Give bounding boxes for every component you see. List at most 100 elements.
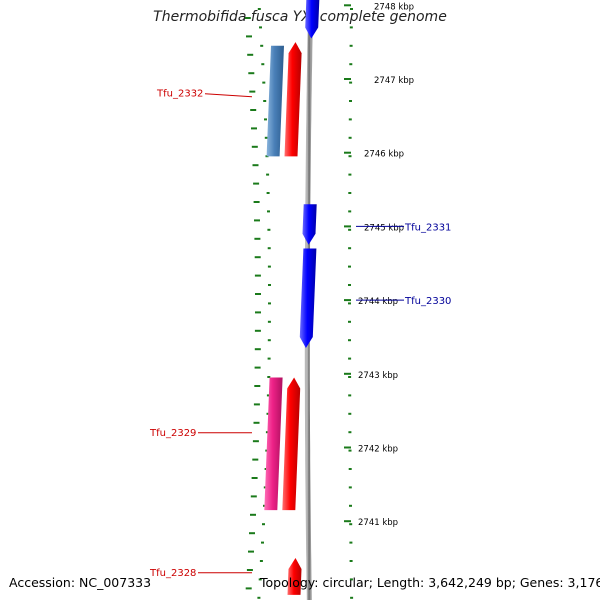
inner-minor-tick [250,495,257,498]
inner-minor-tick [244,17,251,19]
outer-tick [349,26,353,29]
outer-tick [349,63,353,66]
inner-minor-tick [246,35,252,38]
inner-minor-tick [247,53,254,56]
ruler-tick [344,4,351,7]
feature-Tfu_2331[interactable] [302,204,317,245]
outer-tick [348,173,352,176]
inner-tick [262,523,265,526]
inner-minor-tick [246,569,253,571]
ruler-label: 2744 kbp [358,297,398,307]
inner-tick [267,320,271,323]
label-Tfu_2332: Tfu_2332 [156,89,203,100]
inner-tick [260,44,264,47]
leader-line [204,93,253,98]
feature-Tfu_2329[interactable] [282,377,301,511]
ruler-tick [344,520,351,523]
outer-tick [348,302,351,305]
inner-tick [266,173,270,176]
feature-Tfu_2332[interactable] [284,42,302,157]
outer-tick [348,376,352,378]
outer-tick [348,192,352,194]
ruler-tick [344,372,351,375]
feature-Tfu_2330[interactable] [299,248,317,349]
label-Tfu_2330: Tfu_2330 [404,296,451,307]
inner-minor-tick [253,403,260,406]
ruler-label: 2741 kbp [358,518,398,528]
ruler-label: 2745 kbp [364,223,404,233]
inner-minor-tick [251,127,257,130]
inner-tick [267,228,271,231]
feature-labels: Tfu_2332 Tfu_2331 Tfu_2330 Tfu_2329 Tfu_2328 [149,89,451,579]
feature-block-6[interactable] [264,377,283,511]
inner-tick [267,376,271,378]
label-Tfu_2328: Tfu_2328 [149,568,196,579]
inner-tick [263,100,267,102]
inner-tick [266,412,270,415]
inner-minor-tick [254,219,260,222]
ruler-tick [344,446,351,449]
outer-tick [348,449,352,452]
outer-tick [348,357,352,360]
outer-tick [348,394,352,397]
inner-minor-tick [252,440,259,443]
outer-tick [350,596,354,599]
inner-minor-tick [248,550,254,553]
inner-minor-tick [254,256,261,259]
inner-tick [258,578,262,581]
outer-tick [348,284,351,286]
inner-minor-tick [252,458,259,461]
inner-minor-tick [251,477,258,479]
feature-Tfu_2328[interactable] [287,558,302,595]
inner-minor-tick [254,385,261,387]
feature-block-0[interactable] [305,0,320,39]
inner-tick [262,81,266,84]
outer-tick [349,44,353,47]
inner-tick [267,339,271,342]
ruler-label: 2746 kbp [364,150,404,160]
inner-minor-tick [249,532,255,535]
inner-minor-tick [254,366,261,369]
inner-tick [257,596,261,599]
outer-tick [350,8,353,10]
inner-minor-tick [248,72,255,75]
outer-tick [349,560,353,562]
outer-tick [348,339,351,342]
inner-tick [261,63,265,66]
features [264,0,320,595]
outer-tick [348,247,352,250]
ruler-tick [344,299,351,302]
inner-minor-tick [254,274,261,277]
map-title: Thermobifida fusca YX, complete genome [153,9,447,25]
outer-tick [348,431,352,434]
outer-tick [349,504,352,507]
inner-tick [257,8,261,10]
outer-tick [348,136,352,139]
outer-tick [348,265,351,268]
ruler-label: 2748 kbp [374,2,414,12]
inner-tick [267,265,271,268]
outer-tick [348,210,352,213]
label-Tfu_2331: Tfu_2331 [404,222,451,233]
inner-tick [259,560,263,562]
inner-minor-tick [249,90,256,93]
outer-tick [349,81,353,84]
inner-tick [268,302,271,305]
outer-tick [349,100,352,102]
inner-tick [267,247,271,250]
outer-tick [348,412,352,415]
inner-tick [264,118,267,121]
inner-minor-tick [255,293,261,295]
inner-tick [266,394,270,397]
outer-tick [349,523,353,526]
inner-minor-tick [253,421,260,424]
inner-tick [264,136,268,139]
outer-tick [348,155,352,158]
inner-minor-tick [253,201,260,203]
ruler-labels: 2748 kbp 2747 kbp 2746 kbp 2745 kbp 2744 kbp… [344,2,414,528]
topology-text: Topology: circular; Length: 3,642,249 bp… [260,575,600,590]
feature-block-2[interactable] [266,45,284,157]
inner-tick [261,541,264,544]
inner-tick [266,192,270,194]
